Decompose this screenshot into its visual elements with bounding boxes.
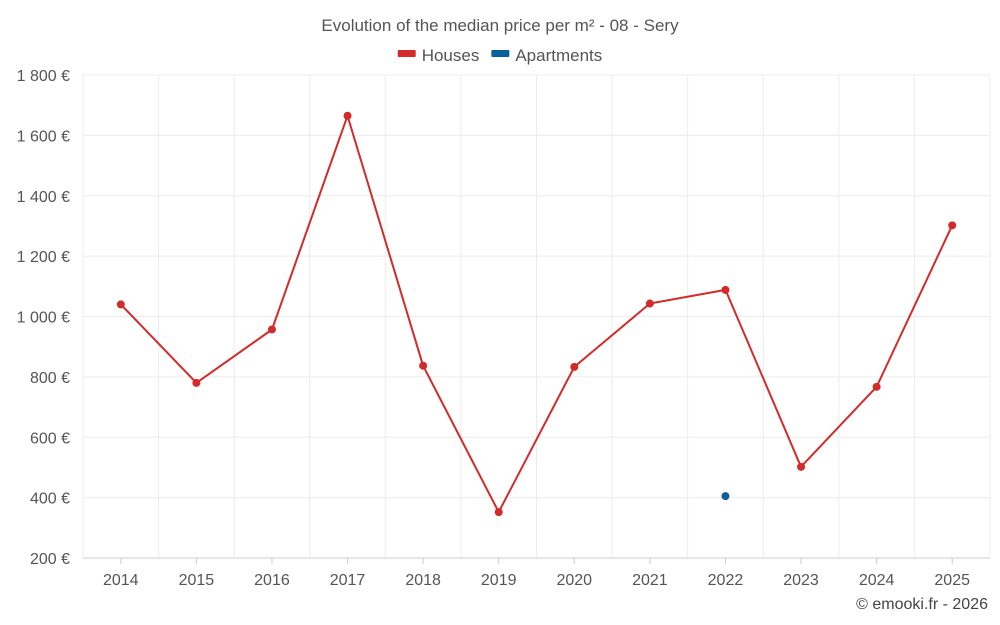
- data-point-apartments: [721, 492, 730, 501]
- data-point-houses: [267, 325, 276, 334]
- legend-item-houses: Houses: [397, 46, 480, 65]
- legend-swatch-apartments: [491, 50, 510, 57]
- y-tick-label: 600 €: [30, 430, 70, 447]
- legend-label-apartments: Apartments: [515, 46, 602, 65]
- y-tick-label: 200 €: [30, 551, 70, 568]
- x-tick-label: 2014: [103, 572, 139, 589]
- legend-label-houses: Houses: [422, 46, 480, 65]
- data-point-houses: [948, 221, 957, 230]
- data-point-houses: [645, 299, 654, 308]
- y-tick-label: 1 400 €: [17, 189, 70, 206]
- data-point-houses: [721, 285, 730, 294]
- chart-title: Evolution of the median price per m² - 0…: [321, 16, 679, 35]
- x-tick-label: 2019: [481, 572, 517, 589]
- legend-swatch-houses: [397, 50, 416, 57]
- series-houses: [116, 111, 957, 517]
- y-tick-label: 800 €: [30, 370, 70, 387]
- x-tick-label: 2020: [556, 572, 592, 589]
- y-tick-label: 400 €: [30, 491, 70, 508]
- x-tick-label: 2016: [254, 572, 290, 589]
- x-tick-label: 2022: [708, 572, 744, 589]
- data-point-houses: [872, 382, 881, 391]
- grid: [82, 74, 991, 558]
- credit-text: © emooki.fr - 2026: [856, 596, 988, 613]
- series-layer: [116, 111, 957, 517]
- x-tick-label: 2017: [330, 572, 366, 589]
- x-tick-label: 2018: [405, 572, 441, 589]
- y-tick-label: 1 200 €: [17, 249, 70, 266]
- x-tick-label: 2024: [859, 572, 895, 589]
- x-tick-label: 2015: [179, 572, 215, 589]
- data-point-houses: [494, 508, 503, 517]
- series-apartments: [721, 492, 730, 501]
- y-tick-label: 1 600 €: [17, 128, 70, 145]
- data-point-houses: [192, 378, 201, 387]
- data-point-houses: [419, 361, 428, 370]
- data-point-houses: [797, 462, 806, 471]
- axes: 200 € 400 € 600 € 800 € 1 000 € 1 200 € 1 400 …: [17, 68, 990, 589]
- data-point-houses: [116, 300, 125, 309]
- y-tick-label: 1 000 €: [17, 310, 70, 327]
- legend: Houses Apartments: [397, 46, 602, 65]
- series-line-houses: [120, 114, 954, 514]
- x-tick-label: 2021: [632, 572, 668, 589]
- x-tick-label: 2025: [934, 572, 970, 589]
- y-tick-label: 1 800 €: [17, 68, 70, 85]
- x-tick-label: 2023: [783, 572, 819, 589]
- data-point-houses: [570, 362, 579, 371]
- data-point-houses: [343, 111, 352, 120]
- legend-item-apartments: Apartments: [491, 46, 602, 65]
